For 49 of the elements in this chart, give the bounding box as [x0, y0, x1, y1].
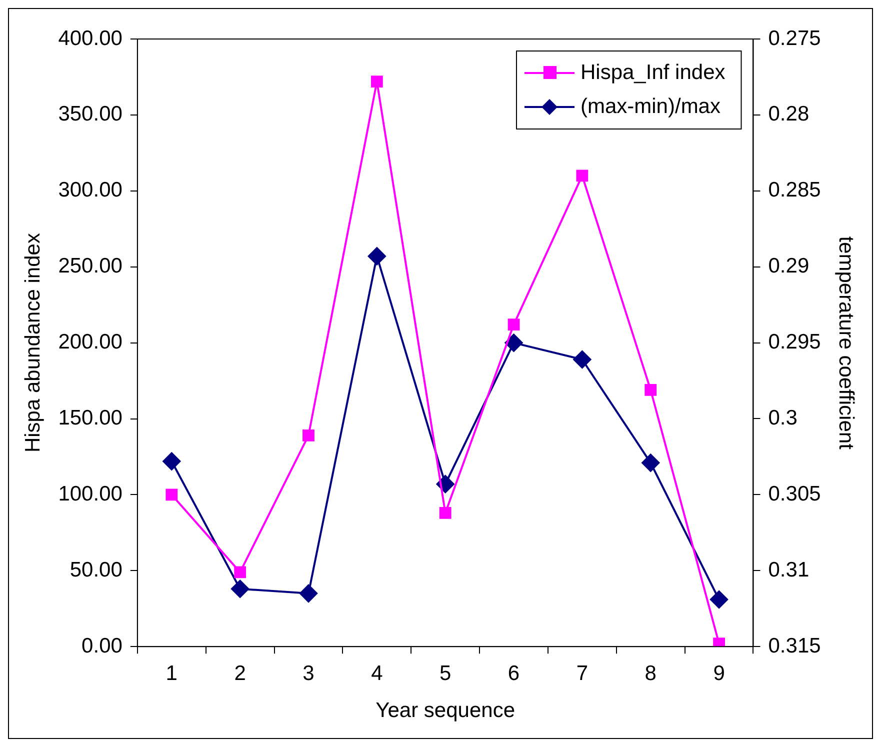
y-tick-label: 50.00: [70, 558, 122, 582]
y2-tick-label: 0.28: [768, 102, 810, 126]
point: [439, 506, 452, 519]
point: [368, 247, 386, 266]
y-tick-label: 200.00: [58, 330, 122, 354]
point: [299, 584, 318, 602]
x-tick-label: 6: [508, 662, 520, 685]
y-tick-label: 400.00: [58, 26, 122, 50]
x-tick-label: 1: [166, 662, 178, 685]
point: [370, 76, 383, 88]
point: [302, 430, 314, 442]
y-tick-label: 250.00: [58, 254, 122, 278]
point: [162, 452, 181, 470]
y2-tick-label: 0.275: [768, 26, 821, 50]
point: [710, 590, 728, 609]
y2-tick-label: 0.3: [768, 406, 798, 430]
y2-tick-label: 0.285: [768, 178, 821, 202]
y-axis-title: Hispa abundance index: [21, 232, 44, 453]
point: [642, 454, 660, 472]
y2-tick-label: 0.29: [768, 254, 810, 278]
y2-axis-title: temperature coefficient: [834, 236, 858, 450]
point: [573, 350, 592, 369]
y-tick-label: 300.00: [58, 178, 122, 202]
legend-label: (max-min)/max: [580, 94, 721, 118]
x-tick-label: 9: [713, 662, 725, 685]
y2-tick-label: 0.295: [768, 330, 821, 354]
y2-tick-label: 0.31: [768, 558, 810, 582]
y-tick-label: 150.00: [58, 406, 122, 430]
x-tick-label: 2: [234, 662, 246, 685]
x-axis-title: Year sequence: [376, 699, 516, 722]
legend-label: Hispa_Inf index: [580, 60, 726, 84]
y2-tick-label: 0.305: [768, 482, 821, 506]
x-tick-label: 4: [371, 662, 384, 685]
point: [231, 580, 250, 598]
y-tick-label: 350.00: [58, 102, 122, 126]
point: [644, 384, 657, 396]
point: [504, 334, 523, 352]
x-tick-label: 5: [439, 662, 452, 685]
y2-tick-label: 0.315: [768, 634, 821, 658]
x-tick-label: 7: [576, 662, 588, 685]
point: [234, 566, 246, 578]
y-tick-label: 0.00: [82, 634, 122, 658]
x-tick-label: 3: [302, 662, 314, 685]
point: [166, 488, 178, 501]
y-tick-label: 100.00: [58, 482, 122, 506]
point: [713, 638, 725, 647]
point: [508, 318, 520, 331]
x-tick-label: 8: [644, 662, 656, 685]
point: [576, 170, 588, 182]
